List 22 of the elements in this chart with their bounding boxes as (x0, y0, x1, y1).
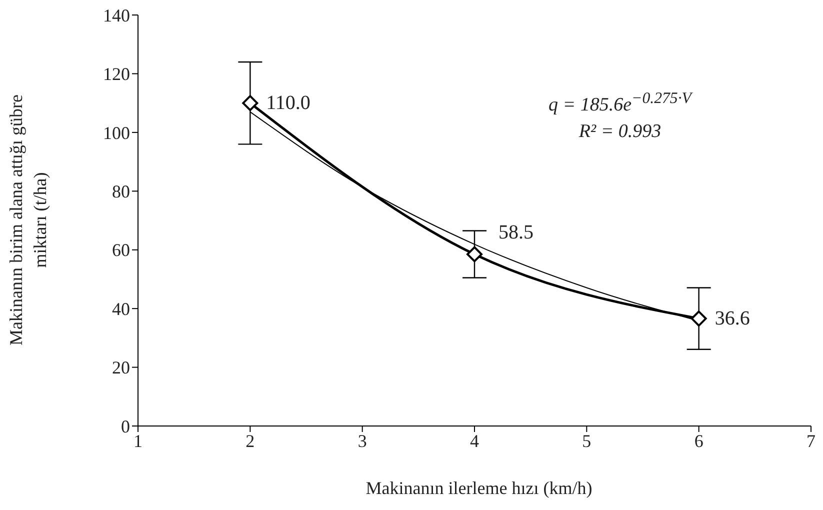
x-axis-title: Makinanın ilerleme hızı (km/h) (364, 478, 594, 499)
x-tick-label: 4 (470, 430, 479, 451)
y-tick-label: 40 (112, 298, 130, 319)
x-tick-label: 2 (246, 430, 255, 451)
y-tick-label: 60 (112, 240, 130, 260)
data-label: 36.6 (714, 308, 750, 330)
data-label: 58.5 (498, 221, 534, 244)
annotation: R² = 0.993 (578, 120, 662, 144)
data-label: 110.0 (266, 92, 310, 114)
y-tick-label: 20 (112, 358, 130, 378)
x-tick-label: 5 (582, 430, 592, 451)
annotation: q = 185.6e$^{−0.275·V}$ (548, 89, 694, 118)
y-tick-label: 120 (103, 64, 130, 84)
y-axis-title: Makinanın birim alana attığı gübre miktarı (t/ha) (6, 94, 50, 346)
y-tick-label: 100 (103, 122, 130, 143)
x-tick-label: 3 (358, 430, 367, 451)
x-tick-label: 7 (806, 430, 816, 451)
y-tick-label: 80 (112, 182, 130, 202)
y-tick-label: 0 (121, 416, 130, 436)
y-tick-label: 140 (103, 5, 130, 26)
x-tick-label: 6 (694, 430, 704, 451)
x-tick-label: 1 (134, 430, 142, 451)
